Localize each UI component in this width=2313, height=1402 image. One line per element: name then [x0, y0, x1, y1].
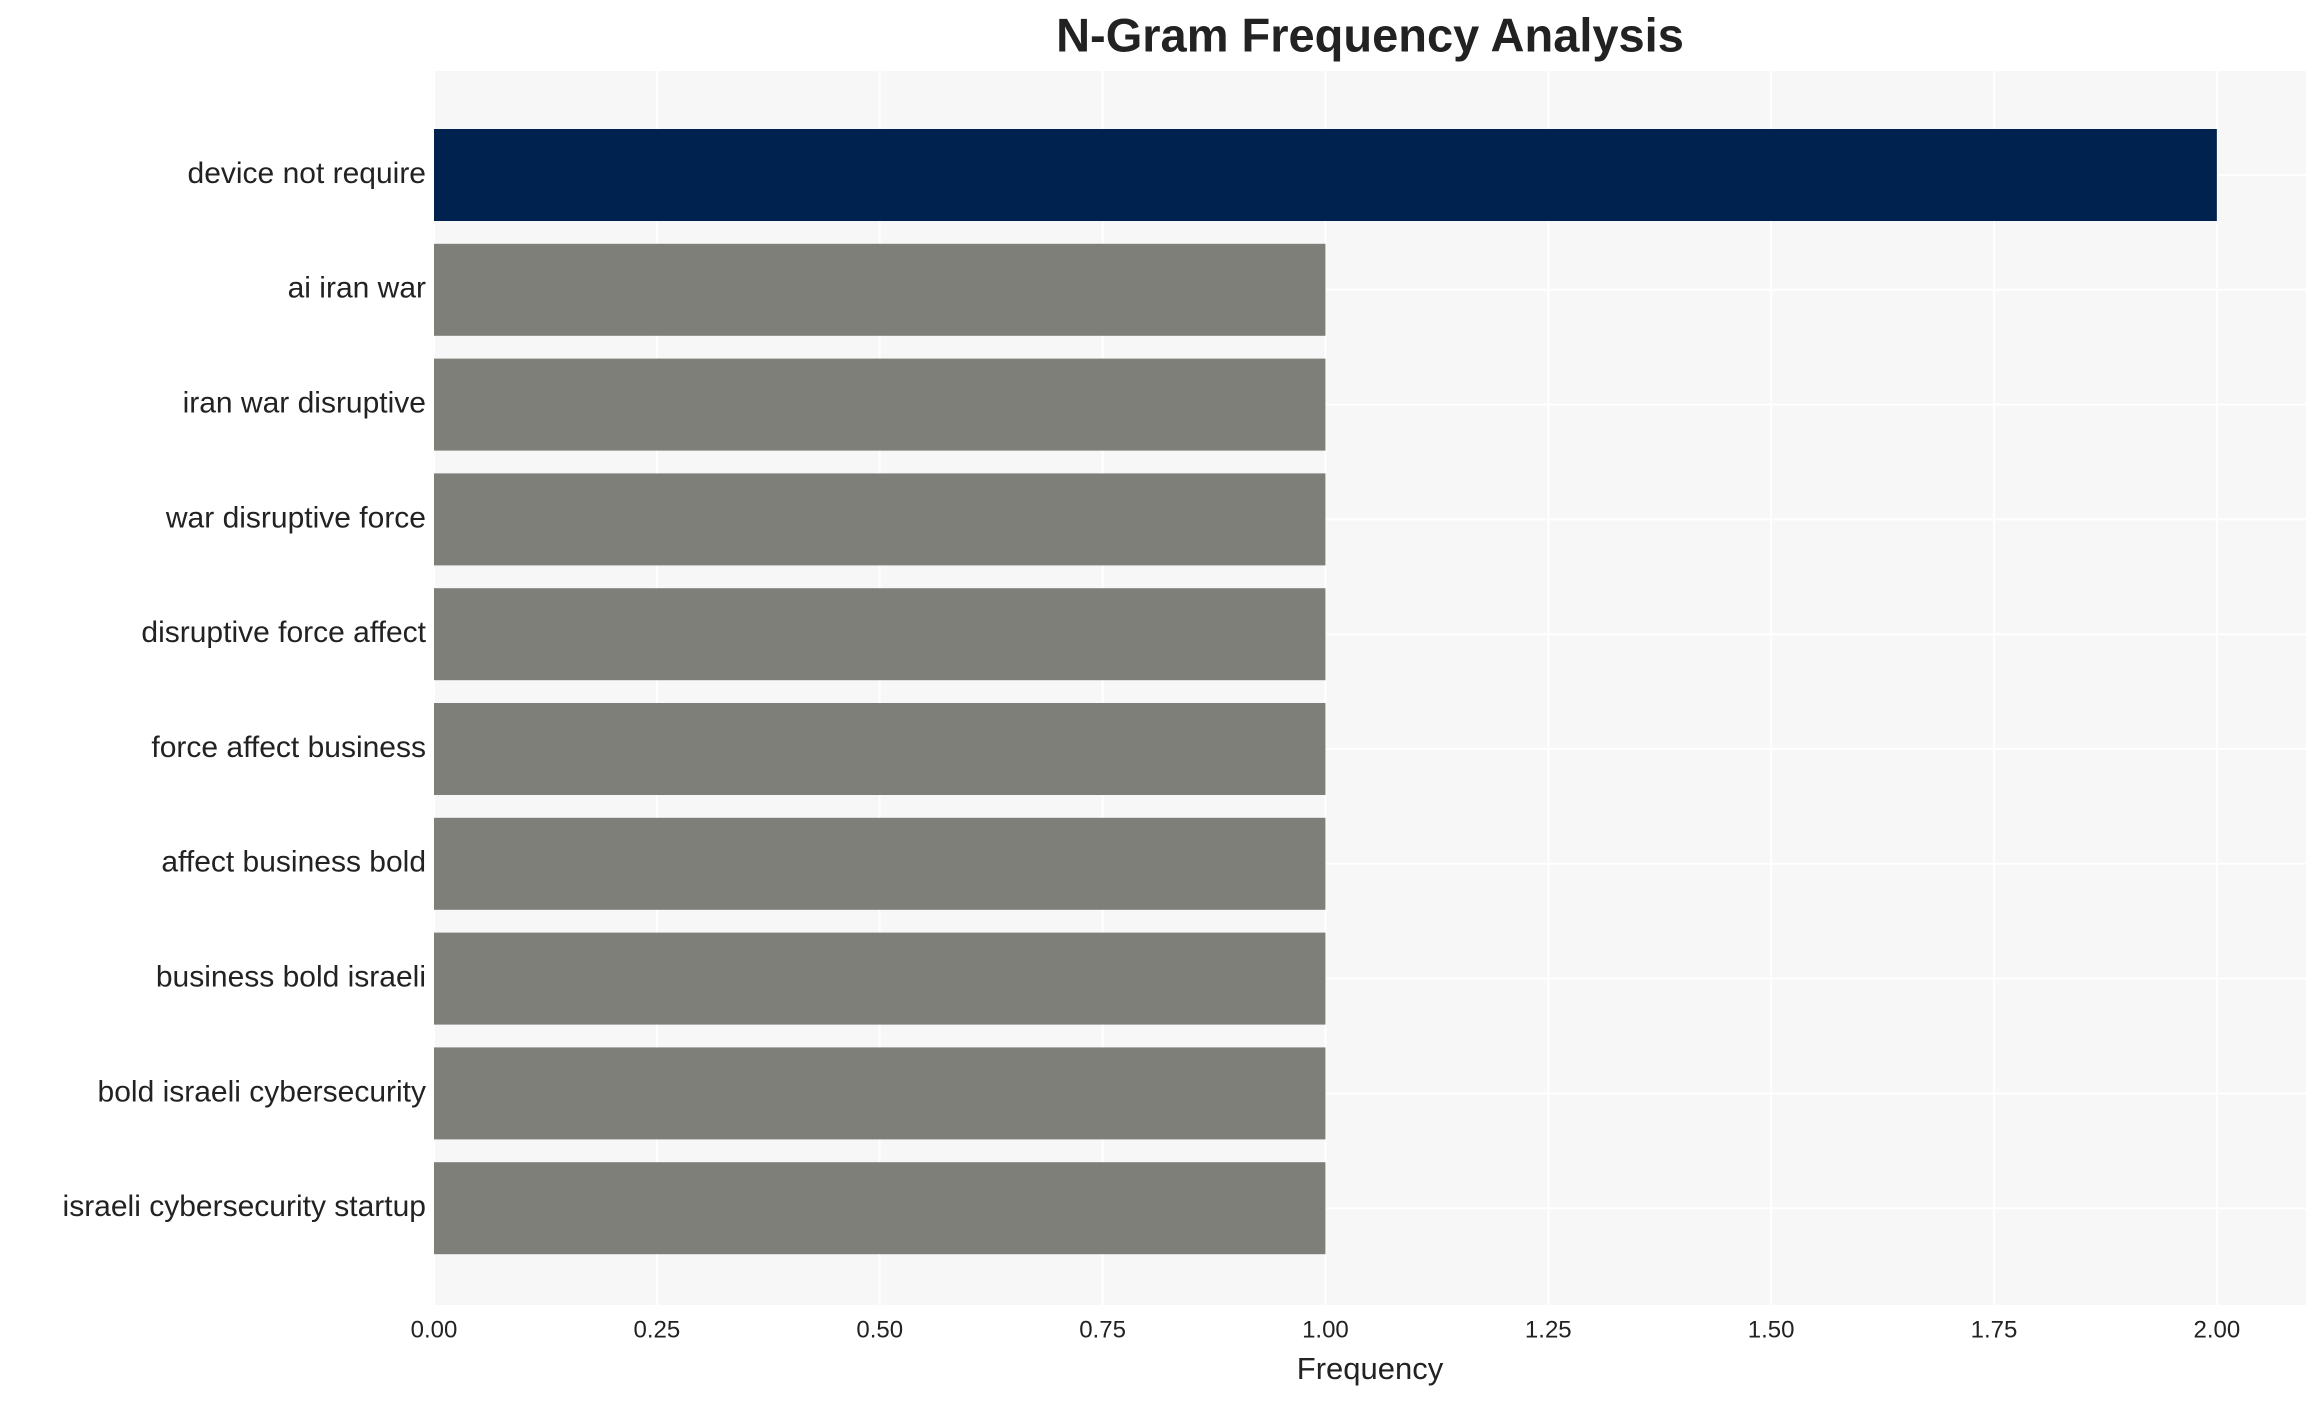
x-tick-label: 1.25 — [1525, 1316, 1572, 1343]
bar — [434, 129, 2217, 221]
bar — [434, 932, 1326, 1025]
x-tick-label: 0.00 — [411, 1316, 458, 1343]
x-tick-label: 0.75 — [1079, 1316, 1126, 1343]
x-tick-label: 0.25 — [633, 1316, 680, 1343]
y-tick-label: device not require — [188, 157, 426, 190]
chart-title: N-Gram Frequency Analysis — [1056, 8, 1684, 61]
x-tick-label: 1.00 — [1302, 1316, 1349, 1343]
bar — [434, 817, 1326, 910]
y-tick-label: war disruptive force — [165, 501, 426, 534]
bar — [434, 358, 1326, 451]
y-tick-label: israeli cybersecurity startup — [63, 1190, 426, 1223]
y-tick-label: bold israeli cybersecurity — [98, 1075, 426, 1108]
bar — [434, 473, 1326, 566]
x-tick-label: 1.50 — [1748, 1316, 1795, 1343]
y-tick-label: iran war disruptive — [183, 387, 426, 420]
x-tick-label: 1.75 — [1971, 1316, 2018, 1343]
x-tick-label: 0.50 — [856, 1316, 903, 1343]
bar — [434, 1047, 1326, 1140]
y-tick-label: disruptive force affect — [141, 616, 426, 649]
bar — [434, 243, 1326, 336]
x-tick-label: 2.00 — [2193, 1316, 2240, 1343]
y-tick-label: ai iran war — [288, 272, 426, 305]
bar — [434, 703, 1326, 795]
bar — [434, 1162, 1326, 1255]
y-tick-label: force affect business — [151, 731, 426, 764]
bar — [434, 588, 1326, 681]
x-axis-label: Frequency — [1297, 1351, 1444, 1386]
y-tick-label: business bold israeli — [156, 961, 426, 994]
y-tick-label: affect business bold — [161, 846, 426, 879]
